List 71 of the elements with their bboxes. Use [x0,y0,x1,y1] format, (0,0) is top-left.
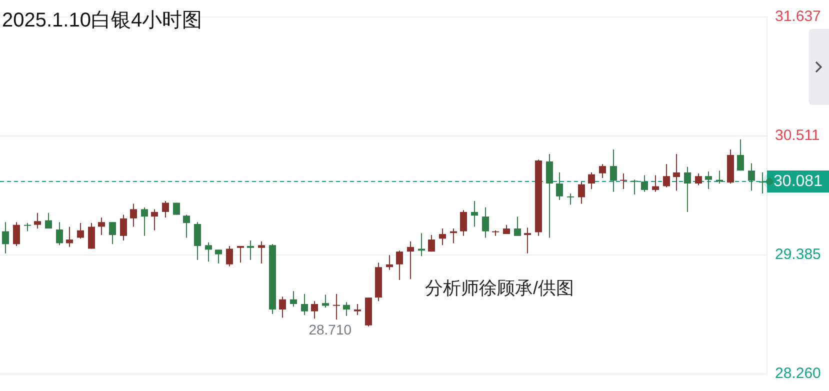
candlestick [631,179,638,195]
candlestick [205,242,212,262]
y-tick-label: 31.637 [775,8,821,26]
candlestick [599,164,606,179]
candlestick [279,296,286,318]
candlestick [66,226,73,248]
candlestick [247,240,254,260]
candlestick [673,154,680,192]
candlestick [439,228,446,246]
candlestick [24,222,31,232]
candlestick [56,222,63,246]
y-tick-label: 28.260 [775,365,821,382]
candlestick [120,214,127,241]
candlestick [162,200,169,218]
candlestick [588,172,595,190]
candlestick [109,222,116,245]
candlestick [759,172,766,194]
candlestick [546,154,553,238]
candlestick [695,172,702,186]
candlestick [705,171,712,190]
candlestick [237,245,244,264]
candlestick [610,148,617,192]
candlestick [151,208,158,231]
candlestick [460,210,467,236]
candlestick [343,302,350,316]
annotation: 分析师徐顾承/供图 [425,278,574,298]
candlestick [98,217,105,236]
candlestick [45,212,52,230]
candlestick [13,222,20,246]
candlestick [333,293,340,320]
candlestick [290,290,297,308]
candlestick [396,250,403,281]
ref-line-label: 30.081 [774,172,823,190]
y-tick-label: 29.385 [775,246,821,264]
candlestick [748,162,755,192]
candlestick [130,203,137,228]
candlestick [311,300,318,320]
candlestick [322,294,329,308]
candlestick [684,166,691,212]
candlestick [556,172,563,200]
candlestick [418,232,425,257]
candlestick [524,227,531,254]
y-tick-label: 30.511 [775,127,820,144]
candlestick [88,222,95,250]
candlestick [183,214,190,238]
candlestick [652,174,659,192]
chart-title: 2025.1.10白银4小时图 [2,10,202,32]
candlestick [141,206,148,236]
candlestick [663,164,670,188]
candlestick [386,254,393,270]
candlestick [482,206,489,238]
candlestick [2,222,9,254]
candlestick [428,234,435,252]
candlestick [620,172,627,190]
candlestick [578,181,585,204]
candlestick [301,293,308,316]
candlestick [194,222,201,260]
candlestick [215,249,222,264]
candlestick [173,202,180,216]
candlestick [226,245,233,267]
candlestick [34,212,41,230]
candlestick [354,304,361,316]
candlestick [258,240,265,264]
annotation: 28.710 [308,321,352,338]
candlestick [737,138,744,172]
candlestick [641,174,648,192]
candlestick [567,193,574,206]
candlestick [407,240,414,280]
candlestick [471,200,478,228]
candlestick [77,222,84,240]
candlestick [514,216,521,236]
